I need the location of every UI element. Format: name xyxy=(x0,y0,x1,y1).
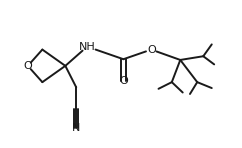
Text: O: O xyxy=(147,45,156,55)
Text: O: O xyxy=(23,61,32,71)
Text: O: O xyxy=(119,76,128,86)
Text: N: N xyxy=(72,123,80,133)
Text: NH: NH xyxy=(79,42,96,52)
